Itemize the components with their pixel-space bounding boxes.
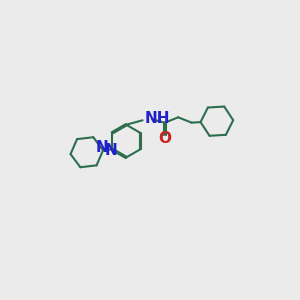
Text: NH: NH	[145, 111, 170, 126]
Text: O: O	[158, 131, 171, 146]
Text: N: N	[96, 140, 109, 155]
Text: N: N	[104, 143, 117, 158]
